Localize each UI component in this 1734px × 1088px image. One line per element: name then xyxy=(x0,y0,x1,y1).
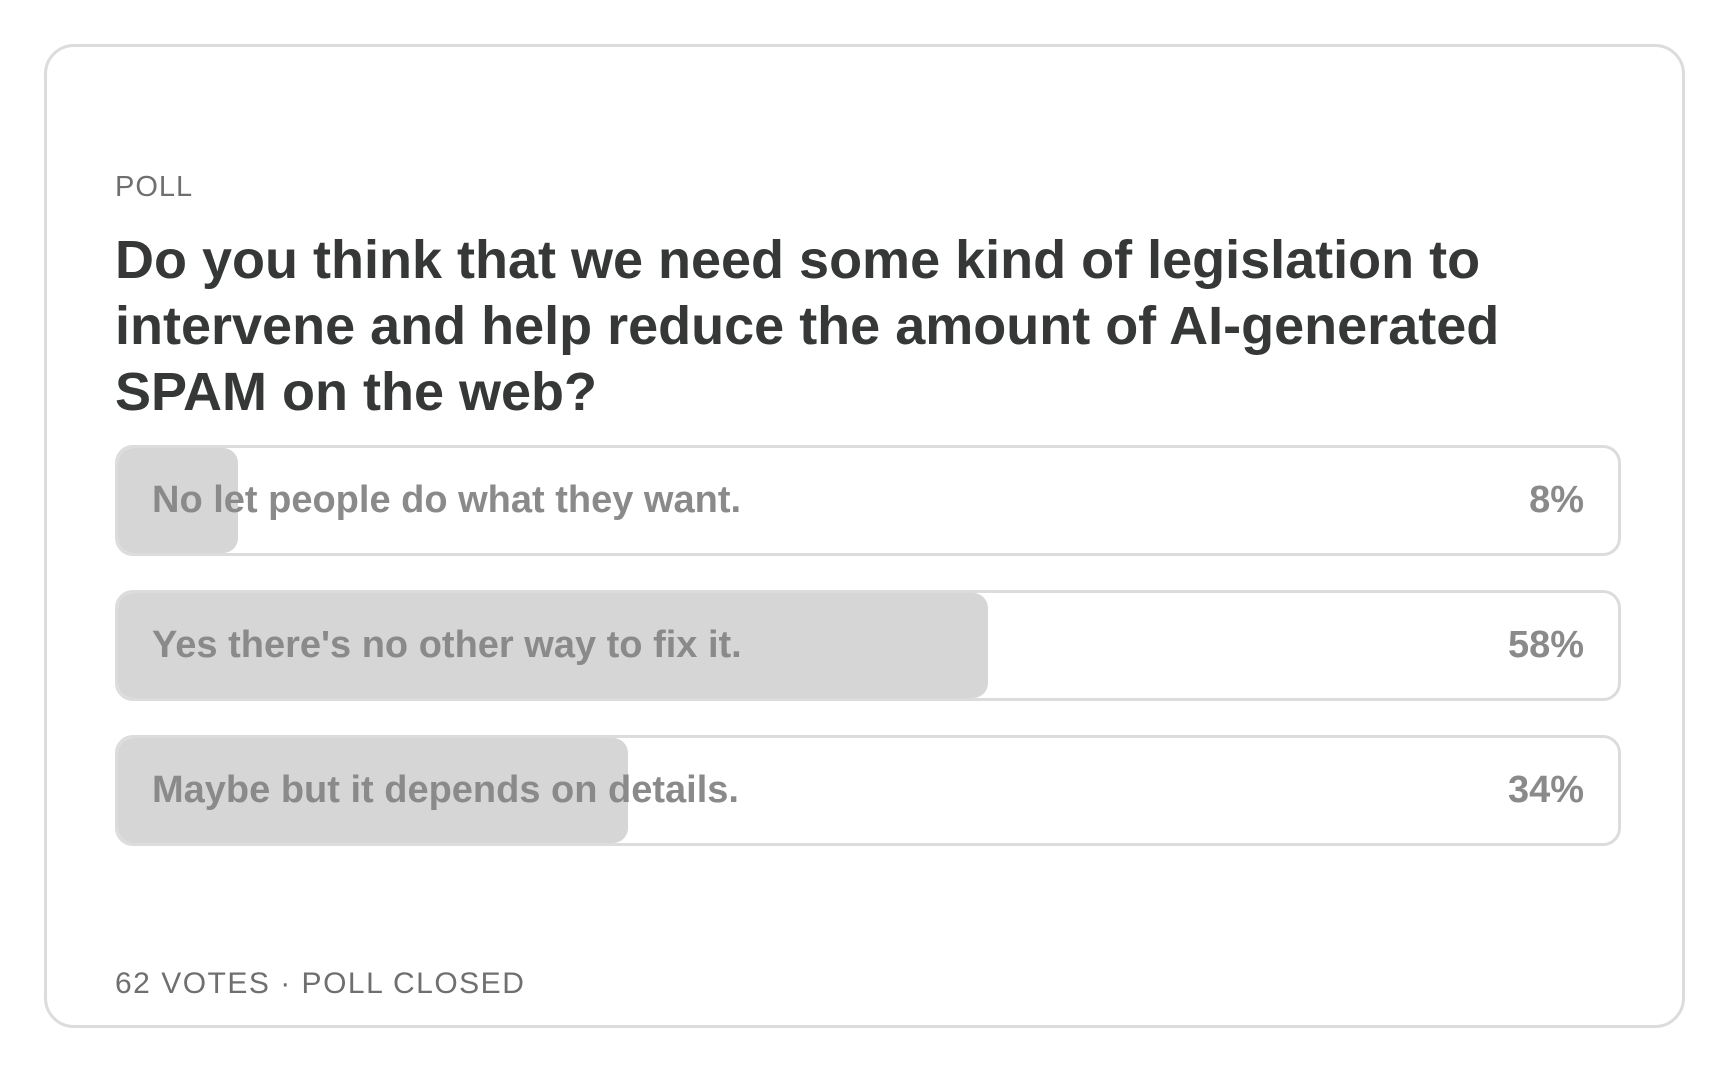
option-text: Yes there's no other way to fix it. xyxy=(152,624,742,666)
option-text: Maybe but it depends on details. xyxy=(152,769,739,811)
poll-question: Do you think that we need some kind of l… xyxy=(115,230,1500,422)
poll-option: Maybe but it depends on details. 34% xyxy=(115,735,1621,846)
option-text: No let people do what they want. xyxy=(152,479,742,521)
poll-option: No let people do what they want. 8% xyxy=(115,445,1621,556)
poll-label: POLL xyxy=(115,171,194,203)
poll-option: Yes there's no other way to fix it. 58% xyxy=(115,590,1621,701)
result-bar xyxy=(118,448,238,553)
poll-footer: 62 VOTES · POLL CLOSED xyxy=(115,967,526,1000)
poll-card: POLL Do you think that we need some kind… xyxy=(44,44,1685,1028)
result-bar xyxy=(118,593,988,698)
result-bar xyxy=(118,738,628,843)
option-percent: 58% xyxy=(1507,624,1584,666)
option-percent: 8% xyxy=(1529,479,1584,521)
option-percent: 34% xyxy=(1507,769,1584,811)
